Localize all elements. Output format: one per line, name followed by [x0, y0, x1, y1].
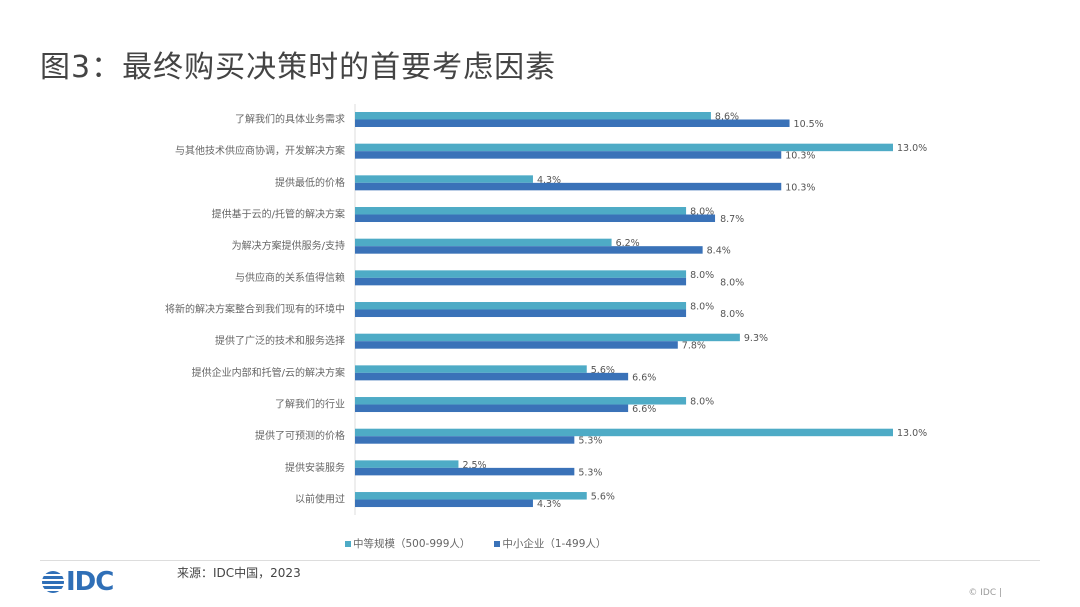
bar	[355, 151, 782, 159]
category-label: 提供最低的价格	[275, 176, 345, 189]
category-label: 提供安装服务	[285, 461, 345, 474]
bar	[355, 333, 740, 342]
data-label: 5.3%	[578, 436, 602, 447]
data-label: 8.0%	[690, 207, 714, 218]
category-label: 了解我们的行业	[275, 398, 345, 411]
data-label: 6.6%	[632, 404, 656, 415]
bar	[355, 404, 629, 413]
bar	[355, 341, 678, 349]
bar	[355, 119, 790, 127]
category-label: 提供基于云的/托管的解决方案	[212, 208, 345, 221]
data-label: 5.3%	[578, 467, 602, 478]
data-label: 10.5%	[794, 119, 824, 130]
bar	[355, 436, 575, 444]
legend-label-smb: 中小企业（1-499人）	[502, 538, 607, 550]
data-label: 8.0%	[690, 397, 714, 408]
logo-text: IDC	[66, 567, 114, 597]
category-label: 将新的解决方案整合到我们现有的环境中	[165, 303, 345, 316]
legend-swatch-mid	[345, 541, 351, 547]
data-label: 5.6%	[591, 365, 615, 376]
data-label: 13.0%	[897, 143, 927, 154]
legend-label-mid: 中等规模（500-999人）	[353, 538, 471, 550]
data-label: 4.3%	[537, 175, 561, 186]
bar	[355, 277, 687, 286]
data-label: 6.6%	[632, 372, 656, 383]
data-label: 4.3%	[537, 499, 561, 510]
data-label: 6.2%	[616, 238, 640, 249]
bar	[355, 182, 782, 191]
bar-chart: 了解我们的具体业务需求 8.6% 10.5% 与其他技术供应商协调，开发解决方案 13.…	[165, 104, 927, 515]
legend-item-mid: 中等规模（500-999人）	[345, 536, 470, 551]
category-label: 与供应商的关系值得信赖	[235, 271, 345, 284]
source-note: 来源：IDC中国，2023	[177, 566, 301, 580]
data-label: 8.0%	[690, 270, 714, 281]
footer-divider	[40, 560, 1040, 585]
copyright: © IDC |	[968, 588, 1002, 598]
data-label: 5.6%	[591, 492, 615, 503]
bar	[355, 143, 893, 152]
bar	[355, 492, 587, 500]
bar	[355, 246, 703, 254]
bar	[355, 214, 716, 223]
bar	[355, 499, 533, 508]
data-label: 10.3%	[785, 151, 815, 162]
category-label: 为解决方案提供服务/支持	[232, 239, 345, 252]
category-label: 提供了广泛的技术和服务选择	[215, 334, 345, 347]
bar	[355, 467, 575, 476]
bar	[355, 397, 687, 405]
bar	[355, 365, 587, 373]
bar	[355, 460, 459, 468]
data-label: 8.7%	[720, 214, 744, 225]
data-label: 2.5%	[462, 460, 486, 471]
category-label: 了解我们的具体业务需求	[235, 113, 345, 126]
data-label: 8.0%	[720, 309, 744, 320]
category-label: 提供了可预测的价格	[255, 429, 345, 442]
data-label: 8.6%	[715, 112, 739, 123]
legend-item-smb: 中小企业（1-499人）	[494, 536, 606, 551]
bar	[355, 309, 687, 318]
bar	[355, 207, 687, 215]
data-label: 10.3%	[785, 182, 815, 193]
category-label: 以前使用过	[295, 493, 345, 506]
page-title: 图3：最终购买决策时的首要考虑因素	[40, 50, 557, 85]
globe-icon	[42, 571, 64, 593]
legend-swatch-smb	[494, 541, 501, 547]
data-label: 8.0%	[690, 302, 714, 313]
category-label: 提供企业内部和托管/云的解决方案	[192, 366, 345, 379]
bar	[355, 372, 629, 381]
bar	[355, 175, 533, 183]
legend: 中等规模（500-999人） 中小企业（1-499人）	[345, 536, 606, 551]
data-label: 13.0%	[897, 428, 927, 439]
data-label: 7.8%	[682, 341, 706, 352]
data-label: 8.4%	[707, 246, 731, 257]
bar	[355, 238, 612, 247]
bar	[355, 270, 687, 278]
idc-logo: IDC	[42, 567, 114, 597]
bar	[355, 302, 687, 310]
bar	[355, 428, 893, 437]
data-label: 8.0%	[720, 277, 744, 288]
bar	[355, 112, 711, 120]
data-label: 9.3%	[744, 333, 768, 344]
category-label: 与其他技术供应商协调，开发解决方案	[175, 144, 345, 157]
